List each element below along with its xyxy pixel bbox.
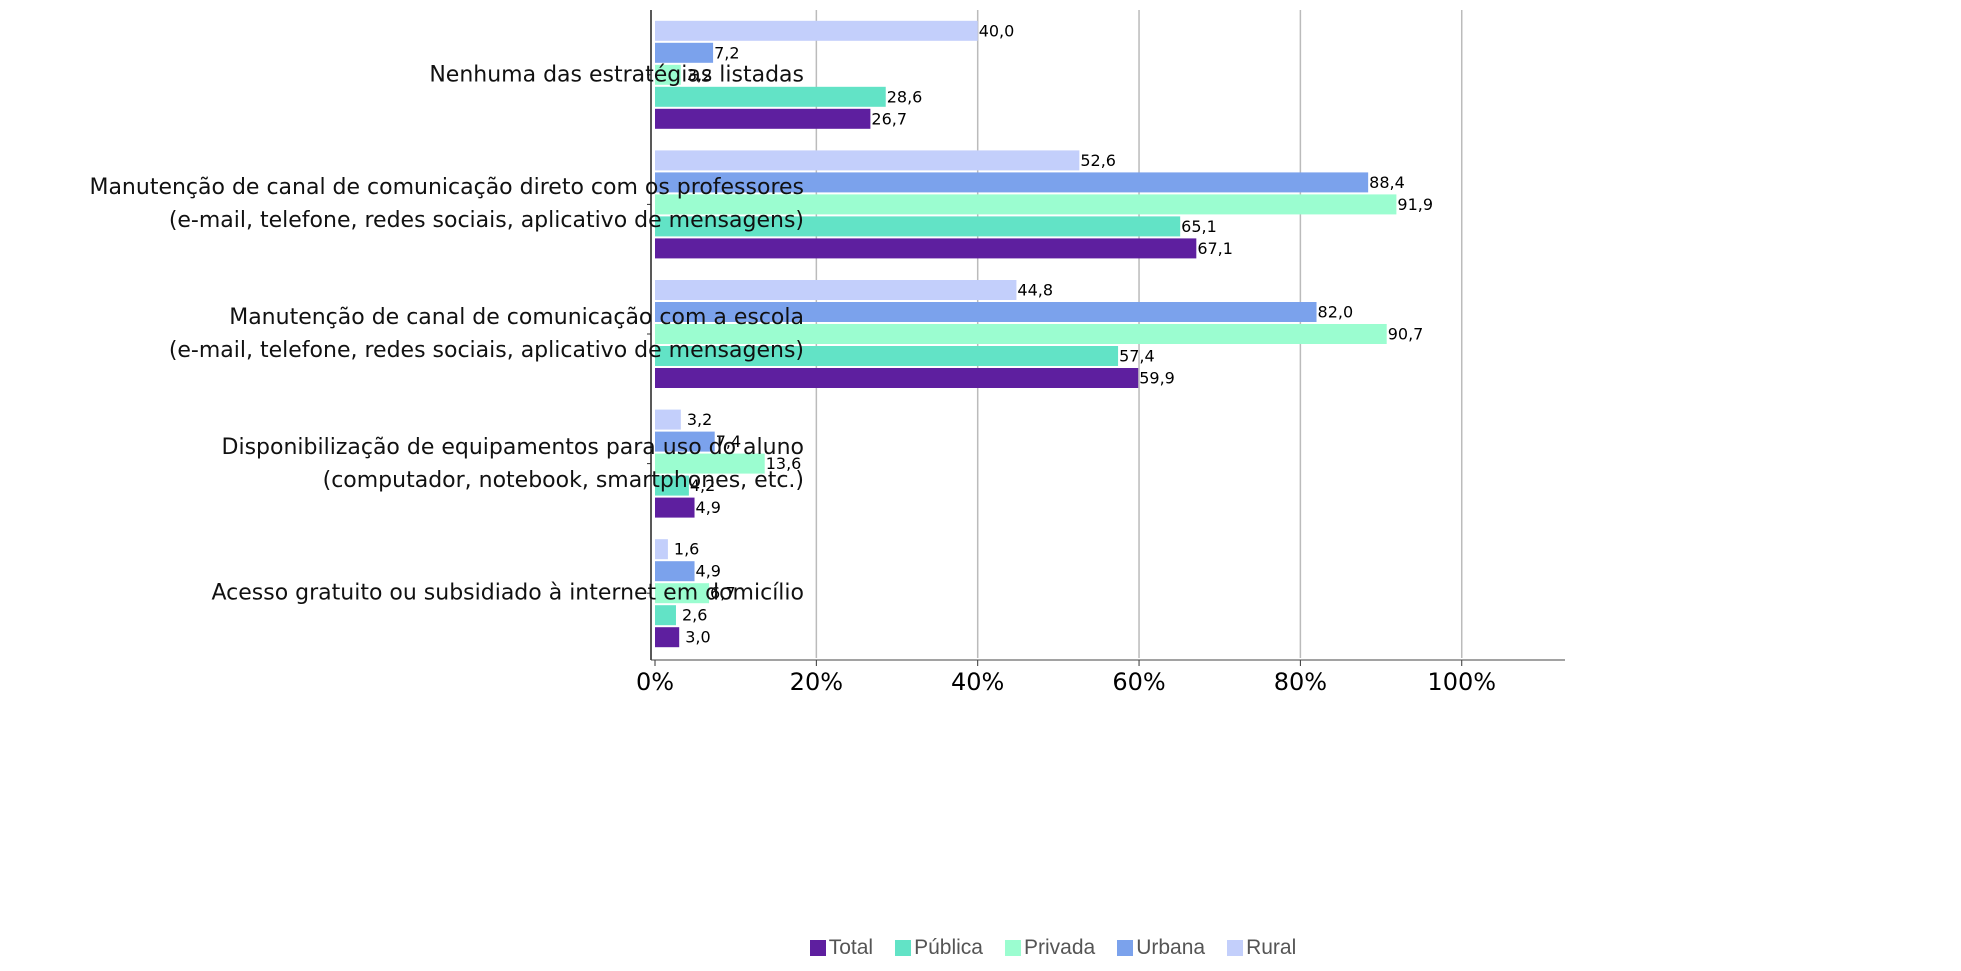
data-label: 4,9 xyxy=(696,562,721,581)
x-tick-label: 0% xyxy=(636,668,674,696)
bar xyxy=(655,280,1017,300)
legend-item: Pública xyxy=(895,936,983,960)
legend-label: Total xyxy=(828,936,874,959)
legend-swatch xyxy=(1227,940,1244,956)
bar xyxy=(655,172,1369,193)
legend-item: Total xyxy=(809,936,874,960)
data-label: 82,0 xyxy=(1318,303,1354,322)
bar xyxy=(655,497,695,518)
data-label: 4,2 xyxy=(690,476,715,495)
data-label: 1,6 xyxy=(674,540,699,559)
bar xyxy=(655,561,695,582)
data-label: 4,9 xyxy=(696,498,721,517)
x-tick-label: 20% xyxy=(790,668,843,696)
data-label: 44,8 xyxy=(1017,281,1053,300)
bar xyxy=(655,627,680,648)
bar xyxy=(655,324,1387,344)
legend-item: Urbana xyxy=(1117,936,1205,960)
legend-swatch xyxy=(1004,940,1021,956)
bar xyxy=(655,150,1080,171)
bar xyxy=(655,409,681,430)
x-tick-label: 80% xyxy=(1274,668,1327,696)
bar xyxy=(655,453,765,474)
legend-label: Privada xyxy=(1023,936,1096,959)
x-tick-label: 100% xyxy=(1427,668,1496,696)
bar xyxy=(655,86,886,107)
data-label: 26,7 xyxy=(871,109,907,128)
bar xyxy=(655,475,689,496)
data-label: 40,0 xyxy=(979,21,1015,40)
y-tick-label: Nenhuma das estratégias listadas xyxy=(429,62,804,88)
bar xyxy=(655,216,1181,237)
y-tick-label: Manutenção de canal de comunicação diret… xyxy=(89,175,804,234)
data-label: 65,1 xyxy=(1181,217,1217,236)
data-label: 90,7 xyxy=(1388,325,1424,344)
data-label: 3,2 xyxy=(687,410,712,429)
bar xyxy=(655,194,1397,215)
data-label: 67,1 xyxy=(1197,239,1233,258)
data-label: 88,4 xyxy=(1369,173,1405,192)
bar xyxy=(655,346,1119,366)
legend-swatch xyxy=(809,940,826,956)
legend-item: Privada xyxy=(1004,936,1096,960)
y-tick-label: Manutenção de canal de comunicação com a… xyxy=(168,305,804,363)
data-label: 52,6 xyxy=(1080,151,1116,170)
bar xyxy=(655,238,1197,259)
legend-swatch xyxy=(1117,940,1134,956)
data-label: 13,6 xyxy=(766,454,802,473)
legend-item: Rural xyxy=(1227,936,1296,960)
data-label: 7,2 xyxy=(714,43,739,62)
legend-label: Pública xyxy=(914,936,983,959)
data-label: 2,6 xyxy=(682,606,707,625)
data-label: 59,9 xyxy=(1139,369,1175,388)
legend: Total Pública Privada Urbana Rural xyxy=(0,936,1961,960)
bar xyxy=(655,431,715,452)
x-tick-label: 40% xyxy=(951,668,1004,696)
data-label: 3,2 xyxy=(687,65,712,84)
y-tick-label: Acesso gratuito ou subsidiado à internet… xyxy=(211,580,804,606)
data-label: 6,7 xyxy=(710,584,735,603)
bar xyxy=(655,605,676,626)
legend-label: Rural xyxy=(1246,936,1297,959)
bar xyxy=(655,108,871,129)
data-label: 7,4 xyxy=(716,432,741,451)
legend-swatch xyxy=(895,940,912,956)
data-label: 57,4 xyxy=(1119,347,1155,366)
bar xyxy=(655,64,681,85)
bar xyxy=(655,20,978,41)
data-label: 91,9 xyxy=(1397,195,1433,214)
data-label: 28,6 xyxy=(887,87,923,106)
legend-label: Urbana xyxy=(1136,936,1206,959)
data-label: 3,0 xyxy=(685,628,710,647)
y-tick-label: Disponibilização de equipamentos para us… xyxy=(221,434,804,493)
bar xyxy=(655,583,710,604)
bar xyxy=(655,539,668,560)
bar xyxy=(655,42,714,63)
bar xyxy=(655,368,1139,388)
bar xyxy=(655,302,1317,322)
x-tick-label: 60% xyxy=(1112,668,1165,696)
